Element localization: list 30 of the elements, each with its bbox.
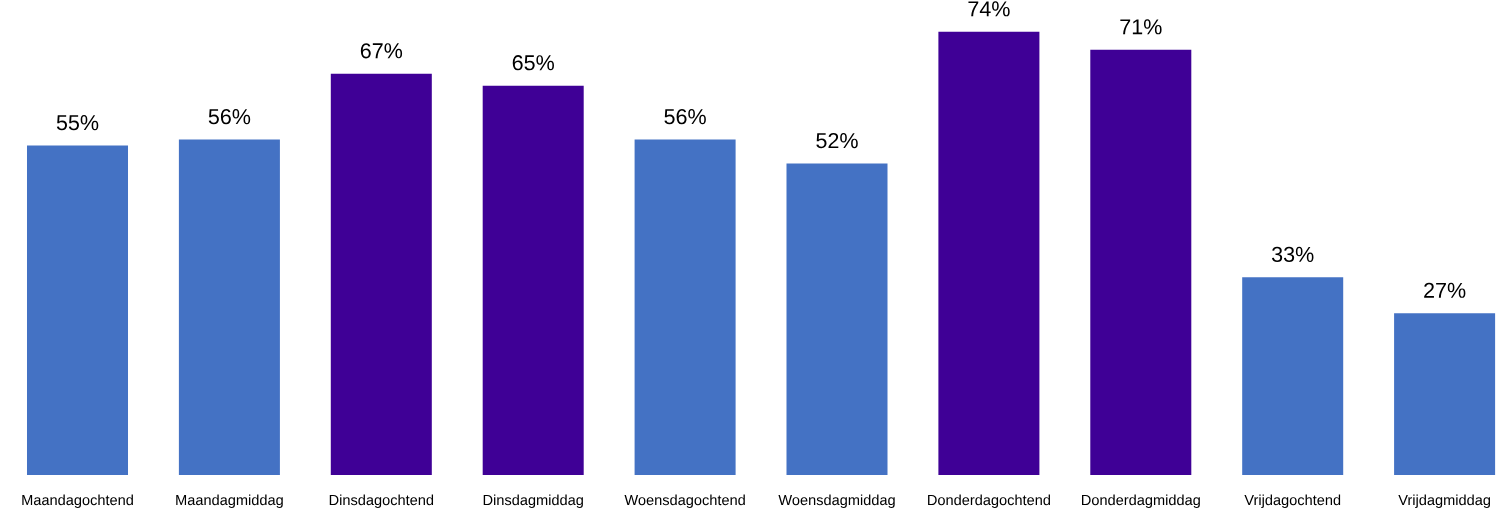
bar — [786, 163, 888, 475]
bar — [178, 139, 280, 475]
x-tick-label: Dinsdagmiddag — [483, 494, 583, 509]
data-label: 55% — [56, 115, 99, 131]
x-tick-label: Dinsdagochtend — [329, 494, 434, 509]
bar — [634, 139, 736, 475]
bar — [330, 73, 432, 475]
bar — [26, 145, 129, 475]
bar — [1242, 277, 1344, 475]
x-tick-label: Maandagmiddag — [176, 494, 283, 509]
bar — [1090, 49, 1192, 475]
data-label: 52% — [816, 132, 858, 149]
x-tick-label: Donderdagochtend — [928, 494, 1050, 509]
data-label: 56% — [664, 109, 706, 125]
x-tick-label: Donderdagmiddag — [1082, 494, 1200, 509]
x-tick-label: Woensdagmiddag — [778, 494, 895, 509]
bar — [938, 31, 1040, 475]
bar — [1394, 313, 1496, 475]
data-label: 65% — [512, 55, 554, 71]
x-tick-label: Maandagochtend — [22, 494, 133, 509]
data-label: 71% — [1120, 19, 1162, 35]
bar — [482, 85, 584, 475]
x-tick-label: Vrijdagmiddag — [1398, 494, 1490, 509]
data-label: 56% — [208, 109, 251, 125]
data-label: 27% — [1424, 282, 1466, 298]
data-label: 67% — [360, 43, 403, 59]
data-label: 74% — [968, 1, 1010, 17]
x-tick-label: Woensdagochtend — [624, 494, 745, 509]
data-label: 33% — [1271, 246, 1314, 262]
x-tick-label: Vrijdagochtend — [1244, 494, 1341, 509]
